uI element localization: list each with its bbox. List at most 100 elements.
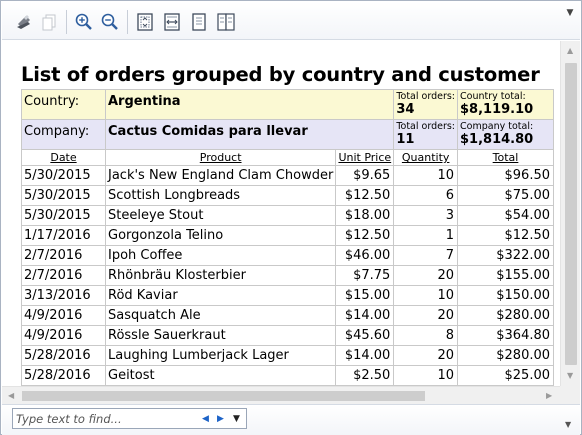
country-total-orders-cell: Total orders: 34 (393, 89, 459, 120)
report-viewport[interactable]: List of orders grouped by country and cu… (2, 41, 560, 386)
column-header-product: Product (104, 149, 337, 166)
cell-date: 5/28/2016 (21, 365, 106, 386)
horizontal-scrollbar[interactable]: ◀ ▶ (2, 386, 560, 404)
whole-page-button[interactable] (134, 11, 156, 33)
table-row: 5/30/2015 Jack's New England Clam Chowde… (21, 165, 555, 186)
cell-quantity: 20 (393, 345, 459, 366)
cell-date: 2/7/2016 (21, 265, 106, 286)
cell-total: $322.00 (457, 245, 555, 266)
cell-date: 2/7/2016 (21, 245, 106, 266)
cell-product: Laughing Lumberjack Lager (104, 345, 337, 366)
find-input[interactable] (16, 410, 196, 427)
cell-product: Rössle Sauerkraut (104, 325, 337, 346)
cell-total: $75.00 (457, 185, 555, 206)
cell-total: $25.00 (457, 365, 555, 386)
scroll-up-icon[interactable]: ▲ (567, 46, 574, 55)
single-page-icon (192, 13, 206, 31)
cell-date: 5/30/2015 (21, 185, 106, 206)
find-previous-icon[interactable]: ◀ (202, 414, 209, 424)
country-total-orders: 34 (396, 102, 415, 117)
cell-unit-price: $2.50 (335, 365, 395, 386)
toolbar-overflow-icon: ▼ (566, 8, 574, 18)
cell-total: $54.00 (457, 205, 555, 226)
cell-total: $280.00 (457, 345, 555, 366)
cell-date: 5/28/2016 (21, 345, 106, 366)
company-group-row: Company: Cactus Comidas para llevar Tota… (21, 119, 555, 150)
column-header-unit-price: Unit Price (335, 149, 395, 166)
country-total-cell: Country total: $8,119.10 (457, 89, 555, 120)
cell-unit-price: $18.00 (335, 205, 395, 226)
table-row: 5/30/2015 Scottish Longbreads $12.50 6 $… (21, 185, 555, 206)
two-page-button[interactable] (215, 11, 237, 33)
company-label: Company: (21, 119, 106, 150)
cell-total: $12.50 (457, 225, 555, 246)
toolbar-overflow-button[interactable]: ▼ (564, 6, 576, 20)
cell-date: 3/13/2016 (21, 285, 106, 306)
column-header-row: Date Product Unit Price Quantity Total (21, 149, 555, 166)
zoom-out-button[interactable] (99, 11, 121, 33)
cell-total: $96.50 (457, 165, 555, 186)
orders-table: Country: Argentina Total orders: 34 Coun… (21, 89, 555, 386)
country-total-label: Country total: (460, 91, 526, 102)
cell-quantity: 10 (393, 365, 459, 386)
cell-quantity: 3 (393, 205, 459, 226)
cell-unit-price: $9.65 (335, 165, 395, 186)
cell-quantity: 20 (393, 265, 459, 286)
country-total-orders-label: Total orders: (396, 91, 456, 102)
cell-unit-price: $46.00 (335, 245, 395, 266)
country-total: $8,119.10 (460, 102, 534, 117)
cell-product: Scottish Longbreads (104, 185, 337, 206)
two-page-icon (217, 13, 235, 31)
column-header-total: Total (457, 149, 555, 166)
scroll-left-icon[interactable]: ◀ (8, 391, 15, 400)
copy-button[interactable] (39, 11, 61, 33)
find-next-icon[interactable]: ▶ (217, 414, 224, 424)
single-page-button[interactable] (188, 11, 210, 33)
cell-date: 1/17/2016 (21, 225, 106, 246)
table-row: 5/28/2016 Geitost $2.50 10 $25.00 (21, 365, 555, 386)
company-name: Cactus Comidas para llevar (104, 119, 395, 150)
table-row: 2/7/2016 Ipoh Coffee $46.00 7 $322.00 (21, 245, 555, 266)
report-title: List of orders grouped by country and cu… (21, 63, 540, 86)
cell-date: 4/9/2016 (21, 325, 106, 346)
table-row: 5/28/2016 Laughing Lumberjack Lager $14.… (21, 345, 555, 366)
cell-product: Steeleye Stout (104, 205, 337, 226)
vertical-scroll-thumb[interactable] (565, 63, 577, 365)
cell-product: Sasquatch Ale (104, 305, 337, 326)
find-box: ◀ ▶ ▼ (12, 408, 247, 429)
horizontal-scroll-thumb[interactable] (22, 391, 425, 401)
zoom-in-button[interactable] (73, 11, 95, 33)
cell-product: Gorgonzola Telino (104, 225, 337, 246)
cell-unit-price: $12.50 (335, 225, 395, 246)
country-group-row: Country: Argentina Total orders: 34 Coun… (21, 89, 555, 120)
cell-quantity: 7 (393, 245, 459, 266)
scrollbar-corner (560, 386, 580, 404)
one-page-view-icon (137, 13, 153, 31)
table-row: 4/9/2016 Sasquatch Ale $14.00 20 $280.00 (21, 305, 555, 326)
company-total-orders-cell: Total orders: 11 (393, 119, 459, 150)
page-width-icon (164, 13, 180, 31)
scroll-down-icon[interactable]: ▼ (567, 371, 574, 380)
column-header-date: Date (21, 149, 106, 166)
vertical-scrollbar[interactable]: ▲ ▼ (560, 41, 580, 386)
findbar-overflow-icon[interactable]: ▼ (565, 420, 572, 429)
page-width-button[interactable] (161, 11, 183, 33)
cell-date: 4/9/2016 (21, 305, 106, 326)
cell-unit-price: $12.50 (335, 185, 395, 206)
cell-total: $364.80 (457, 325, 555, 346)
print-icon (17, 15, 30, 29)
scroll-right-icon[interactable]: ▶ (546, 391, 553, 400)
find-options-chevron-down-icon[interactable]: ▼ (233, 414, 240, 424)
cell-date: 5/30/2015 (21, 205, 106, 226)
cell-product: Ipoh Coffee (104, 245, 337, 266)
table-row: 2/7/2016 Rhönbräu Klosterbier $7.75 20 $… (21, 265, 555, 286)
toolbar: ▼ (2, 2, 580, 40)
cell-product: Röd Kaviar (104, 285, 337, 306)
cell-quantity: 10 (393, 285, 459, 306)
cell-total: $280.00 (457, 305, 555, 326)
cell-quantity: 10 (393, 165, 459, 186)
find-bar: ◀ ▶ ▼ ▼ (2, 404, 580, 435)
cell-quantity: 6 (393, 185, 459, 206)
print-button[interactable] (13, 11, 35, 33)
